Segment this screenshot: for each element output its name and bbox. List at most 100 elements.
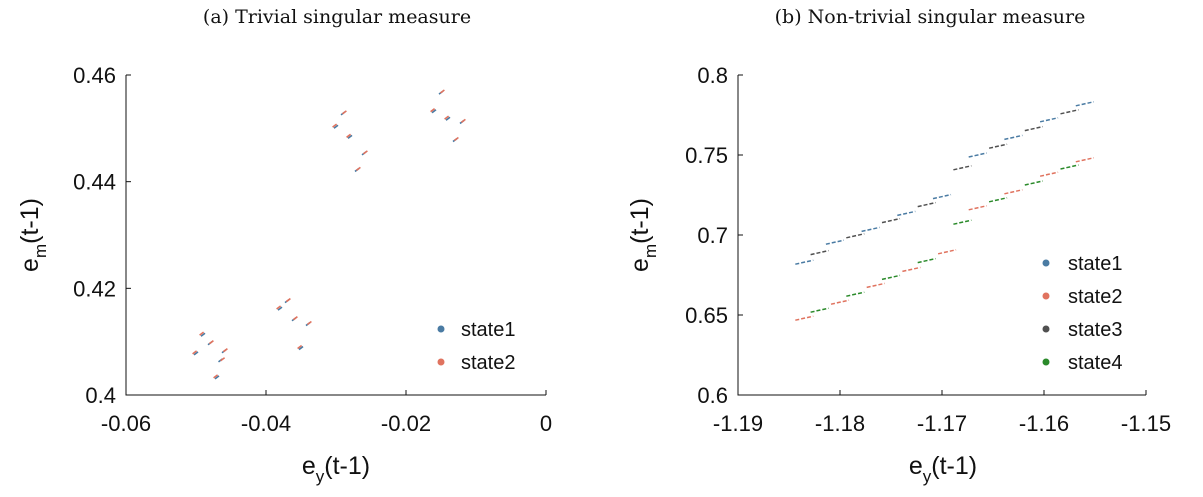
panel-a-yticks: 0.4 0.42 0.44 0.46 — [73, 63, 131, 408]
point-state4 — [1060, 164, 1079, 170]
ytick-label: 0.44 — [73, 170, 116, 195]
point-state3 — [953, 165, 972, 171]
legend-marker-state4 — [1042, 358, 1050, 366]
point-state4 — [810, 307, 829, 313]
point-state1 — [277, 306, 283, 311]
point-state1 — [861, 226, 880, 233]
ytick-label: 0.75 — [685, 143, 728, 168]
legend-marker-state1 — [1042, 259, 1050, 267]
point-state4 — [881, 274, 901, 281]
point-state3 — [1060, 109, 1079, 115]
point-state4 — [988, 197, 1008, 203]
point-state1 — [1004, 134, 1023, 141]
point-state2 — [341, 110, 347, 115]
point-state1 — [932, 193, 952, 200]
point-state2 — [297, 344, 303, 350]
point-state1 — [347, 134, 353, 140]
point-state4 — [917, 257, 936, 264]
point-state1 — [445, 116, 451, 121]
panel-b-ylabel: em(t-1) — [626, 198, 660, 272]
point-state2 — [306, 320, 312, 326]
point-state3 — [917, 201, 936, 208]
point-state2 — [222, 348, 228, 353]
point-state2 — [1039, 171, 1059, 177]
panel-b-yticks: 0.6 0.65 0.7 0.75 0.8 — [685, 63, 743, 408]
panel-b-points — [795, 101, 1094, 321]
point-state2 — [332, 123, 338, 128]
point-state2 — [1004, 189, 1023, 195]
point-state2 — [968, 205, 987, 211]
xtick-label: -1.17 — [917, 411, 967, 436]
legend-marker-state3 — [1042, 325, 1050, 333]
point-state2 — [220, 357, 226, 362]
point-state2 — [208, 340, 214, 345]
point-state2 — [460, 118, 466, 124]
ytick-label: 0.8 — [697, 63, 728, 88]
point-state2 — [362, 150, 368, 155]
point-state4 — [1024, 180, 1043, 186]
xtick-label: -0.06 — [101, 411, 151, 436]
point-state1 — [968, 152, 987, 158]
point-state2 — [292, 316, 298, 321]
xtick-label: 0 — [540, 411, 552, 436]
point-state2 — [213, 374, 219, 379]
panel-a-axes — [125, 75, 546, 396]
panel-b-xlabel: ey(t-1) — [909, 452, 977, 486]
point-state1 — [1039, 117, 1059, 123]
panel-b-xticks: -1.19 -1.18 -1.17 -1.16 -1.15 — [713, 390, 1171, 436]
point-state2 — [453, 136, 459, 142]
legend-label-state3: state3 — [1068, 319, 1122, 341]
panel-a-xlabel: ey(t-1) — [302, 452, 370, 486]
point-state2 — [199, 331, 205, 336]
point-state2 — [192, 350, 198, 355]
ytick-label: 0.6 — [697, 383, 728, 408]
point-state1 — [1075, 101, 1094, 107]
legend-label-state1: state1 — [1068, 253, 1122, 275]
ytick-label: 0.4 — [85, 383, 116, 408]
point-state2 — [346, 133, 352, 138]
ytick-label: 0.7 — [697, 223, 728, 248]
xtick-label: -1.18 — [815, 411, 865, 436]
point-state2 — [1075, 157, 1094, 163]
point-state1 — [825, 239, 845, 245]
point-state1 — [214, 375, 220, 380]
point-state4 — [953, 219, 972, 225]
legend-label-state2: state2 — [1068, 286, 1122, 308]
point-state2 — [902, 266, 921, 273]
point-state3 — [846, 233, 865, 239]
legend-label-state4: state4 — [1068, 352, 1122, 374]
xtick-label: -1.16 — [1019, 411, 1069, 436]
legend-marker-state2 — [437, 358, 445, 366]
point-state1 — [897, 210, 916, 217]
ytick-label: 0.46 — [73, 63, 116, 88]
point-state2 — [444, 115, 450, 120]
point-state2 — [795, 315, 814, 321]
point-state2 — [355, 166, 361, 172]
point-state2 — [285, 297, 291, 303]
ytick-label: 0.65 — [685, 303, 728, 328]
panel-b-title: (b) Non-trivial singular measure — [775, 6, 1086, 28]
xtick-label: -0.04 — [241, 411, 291, 436]
panel-b: (b) Non-trivial singular measure 0.6 0.65… — [626, 6, 1171, 486]
legend-marker-state1 — [437, 325, 445, 333]
point-state1 — [431, 109, 437, 114]
legend-marker-state2 — [1042, 292, 1050, 300]
point-state4 — [846, 291, 865, 297]
xtick-label: -1.15 — [1121, 411, 1171, 436]
point-state2 — [830, 299, 850, 305]
point-state1 — [795, 259, 814, 265]
point-state2 — [276, 305, 282, 310]
xtick-label: -1.19 — [713, 411, 763, 436]
panel-a-xticks: -0.06 -0.04 -0.02 0 — [101, 390, 552, 436]
point-state3 — [881, 217, 901, 224]
panel-a: (a) Trivial singular measure 0.4 0.42 0.44… — [16, 6, 552, 486]
legend-label-state1: state1 — [461, 319, 515, 341]
point-state3 — [1024, 125, 1043, 132]
legend-label-state2: state2 — [461, 352, 515, 374]
point-state3 — [988, 143, 1008, 149]
point-state2 — [866, 282, 885, 289]
point-state2 — [430, 108, 436, 113]
panel-a-points — [192, 89, 466, 380]
point-state1 — [298, 345, 304, 351]
